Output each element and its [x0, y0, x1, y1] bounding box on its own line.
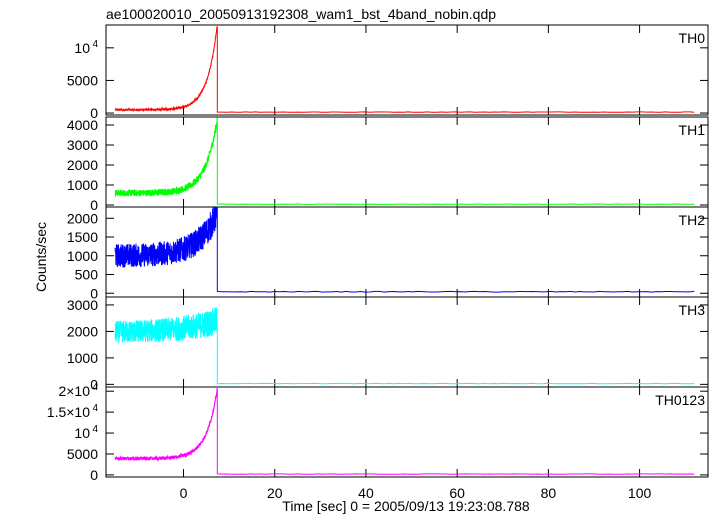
y-tick-label: 0	[90, 467, 98, 483]
panel-frame	[105, 296, 709, 388]
y-tick-label: 1000	[67, 248, 98, 264]
panel-label: TH0	[679, 30, 706, 46]
y-tick-label-exponent: 4	[92, 424, 98, 435]
y-tick-label: 1000	[67, 350, 98, 366]
series-th0123-line	[114, 387, 695, 475]
panel-label: TH1	[679, 122, 706, 138]
y-tick-label-exponent: 4	[92, 403, 98, 414]
y-tick-label: 10	[74, 425, 90, 441]
y-tick-label: 2×10	[58, 383, 90, 399]
y-tick-label: 1.5×10	[47, 404, 90, 420]
x-tick-label: 0	[180, 485, 188, 501]
y-tick-label: 0	[90, 376, 98, 392]
series-th2-line	[114, 206, 695, 293]
y-tick-label: 3000	[67, 297, 98, 313]
y-tick-label: 500	[75, 267, 99, 283]
series-th0-line	[114, 26, 695, 113]
y-tick-label-exponent: 4	[92, 382, 98, 393]
panel-frame	[105, 24, 709, 116]
panel-frame	[105, 116, 709, 208]
panel-frame	[105, 386, 709, 478]
y-tick-label: 0	[90, 285, 98, 301]
chart-title: ae100020010_20050913192308_wam1_bst_4ban…	[106, 6, 496, 22]
x-tick-label: 20	[267, 485, 283, 501]
panels-group: TH005000410TH101000200030004000TH2050010…	[47, 24, 709, 501]
panel-th0: TH0 0 5000 410	[67, 24, 709, 121]
y-tick-label: 0	[90, 105, 98, 121]
y-tick-label: 10	[74, 40, 90, 56]
panel-frame	[105, 206, 709, 298]
x-tick-label: 60	[449, 485, 465, 501]
y-tick-label: 3000	[67, 137, 98, 153]
y-tick-label: 1500	[67, 229, 98, 245]
y-tick-label-exponent: 4	[92, 39, 98, 50]
panel-label: TH3	[679, 302, 706, 318]
y-tick-label: 5000	[67, 72, 98, 88]
panel-th3: TH3 0 1000 2000 3000	[67, 296, 709, 392]
y-tick-label: 0	[90, 197, 98, 213]
y-tick-label: 1000	[67, 177, 98, 193]
panel-th2: TH2 0 500 1000 1500 2000	[67, 206, 709, 301]
series-th3-line	[114, 307, 695, 385]
x-tick-label: 100	[628, 485, 652, 501]
x-tick-label: 80	[541, 485, 557, 501]
panel-label: TH2	[679, 212, 706, 228]
x-axis-label: Time [sec] 0 = 2005/09/13 19:23:08.788	[282, 498, 530, 514]
y-tick-label: 2000	[67, 210, 98, 226]
y-tick-label: 2000	[67, 323, 98, 339]
panel-th1: TH1 0 1000 2000 3000 4000	[67, 116, 709, 213]
y-tick-label: 5000	[67, 446, 98, 462]
y-tick-label: 4000	[67, 117, 98, 133]
series-th1-line	[114, 117, 695, 205]
panel-label: TH0123	[655, 392, 705, 408]
y-tick-label: 2000	[67, 157, 98, 173]
y-axis-label: Counts/sec	[33, 222, 49, 292]
x-tick-label: 40	[358, 485, 374, 501]
